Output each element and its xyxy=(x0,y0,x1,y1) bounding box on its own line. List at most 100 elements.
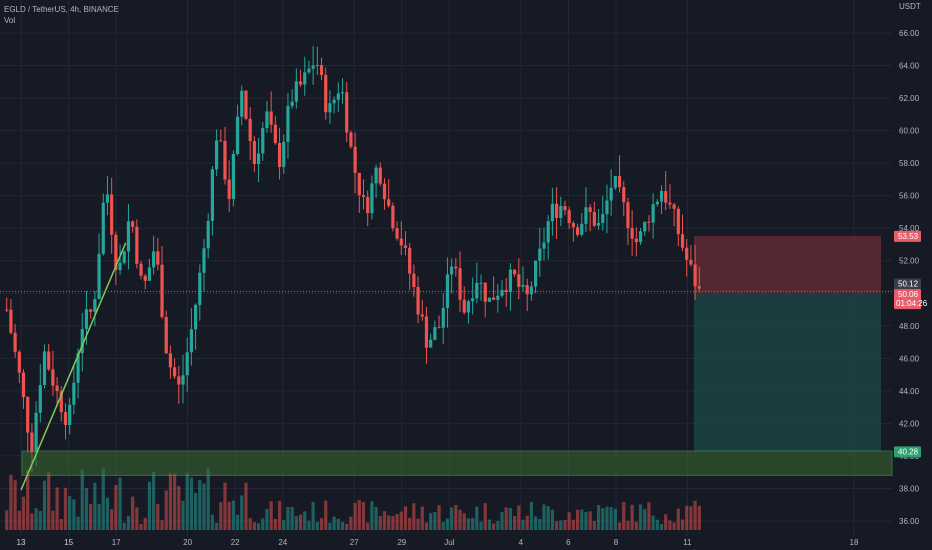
candle-body xyxy=(492,297,496,300)
symbol-title[interactable]: EGLD / TetherUS, 4h, BINANCE xyxy=(4,5,120,14)
volume-bar xyxy=(21,496,26,530)
volume-bar xyxy=(328,522,332,530)
candle-body xyxy=(416,286,420,315)
candle-body xyxy=(97,253,101,300)
volume-bar xyxy=(261,518,265,530)
candle-body xyxy=(5,309,9,311)
candle-body xyxy=(114,234,118,271)
volume-bar xyxy=(622,501,626,530)
candle-body xyxy=(72,382,76,405)
volume-bar xyxy=(596,505,601,530)
volume-bar xyxy=(563,520,567,530)
candle-body xyxy=(571,223,575,228)
volume-bar xyxy=(47,472,51,530)
volume-bar xyxy=(605,506,609,530)
volume-bar xyxy=(277,500,282,530)
target-price-tag-bg xyxy=(894,446,921,458)
volume-bar xyxy=(580,509,584,530)
volume-bar xyxy=(454,505,458,530)
volume-bar xyxy=(437,505,441,530)
volume-bar xyxy=(504,507,508,530)
candle-body xyxy=(168,353,173,368)
volume-bar xyxy=(643,509,647,530)
volume-bar xyxy=(466,518,471,530)
volume-bar xyxy=(680,519,685,530)
volume-bar xyxy=(676,508,680,530)
y-tick-label: 46.00 xyxy=(899,354,920,363)
volume-bar xyxy=(303,511,307,530)
volume-bar xyxy=(399,511,403,530)
volume-bar xyxy=(487,519,492,530)
ascending-trendline xyxy=(20,242,127,491)
candle-body xyxy=(51,369,55,386)
candle-body xyxy=(315,65,319,67)
candle-body xyxy=(303,72,307,85)
candle-body xyxy=(93,299,97,312)
volume-bar xyxy=(517,505,521,530)
volume-bar xyxy=(219,502,223,530)
volume-bar xyxy=(269,501,273,530)
volume-bar xyxy=(638,504,643,530)
volume-bar xyxy=(651,515,655,530)
last-close-price-tag-bg xyxy=(894,278,921,290)
y-tick-label: 42.00 xyxy=(899,419,920,428)
volume-bar xyxy=(424,522,429,530)
candle-body xyxy=(504,290,508,293)
candle-body xyxy=(550,203,554,222)
volume-bar xyxy=(479,521,483,530)
volume-bar xyxy=(697,505,701,530)
candle-body xyxy=(164,317,168,354)
volume-bar xyxy=(617,522,622,530)
volume-bar xyxy=(152,471,156,530)
candle-body xyxy=(147,267,152,281)
candle-body xyxy=(105,194,110,203)
y-tick-label: 62.00 xyxy=(899,94,920,103)
x-tick-label: 13 xyxy=(17,538,26,547)
volume-bar xyxy=(542,504,546,530)
candle-body xyxy=(584,207,588,224)
volume-bar xyxy=(613,508,617,530)
candle-body xyxy=(298,81,303,85)
x-tick-label: 24 xyxy=(278,538,287,547)
volume-bar xyxy=(458,509,462,530)
candle-body xyxy=(554,203,559,218)
volume-bar xyxy=(664,514,668,530)
x-tick-label: Jul xyxy=(444,538,454,547)
candle-body xyxy=(672,204,676,209)
volume-bar xyxy=(492,523,496,530)
volume-bar xyxy=(194,492,198,530)
candle-body xyxy=(580,223,584,235)
volume-bar xyxy=(290,506,294,530)
candle-body xyxy=(466,301,471,313)
volume-bar xyxy=(26,469,30,530)
volume-bar xyxy=(17,510,21,530)
volume-bar xyxy=(575,509,580,530)
stop-loss-zone xyxy=(694,235,881,294)
volume-indicator-label[interactable]: Vol xyxy=(4,16,16,25)
candle-body xyxy=(353,146,357,173)
volume-bar xyxy=(571,519,575,530)
candle-body xyxy=(173,367,177,377)
candle-body xyxy=(559,206,563,218)
volume-bar xyxy=(395,514,399,530)
candle-body xyxy=(483,282,487,302)
volume-bar xyxy=(89,503,93,530)
volume-bar xyxy=(282,520,286,530)
candle-body xyxy=(135,226,139,264)
volume-bar xyxy=(202,483,206,530)
volume-bar xyxy=(135,507,139,530)
volume-bar xyxy=(672,522,676,530)
volume-bar xyxy=(42,480,47,530)
candle-body xyxy=(131,221,135,227)
y-tick-label: 52.00 xyxy=(899,257,920,266)
candle-body xyxy=(496,295,500,300)
candle-body xyxy=(248,118,252,142)
candle-body xyxy=(89,309,93,312)
volume-bar xyxy=(655,519,659,530)
candle-body xyxy=(546,221,550,243)
y-tick-label: 58.00 xyxy=(899,159,920,168)
support-zone xyxy=(21,450,893,476)
candle-body xyxy=(273,124,277,144)
candle-body xyxy=(265,111,269,129)
